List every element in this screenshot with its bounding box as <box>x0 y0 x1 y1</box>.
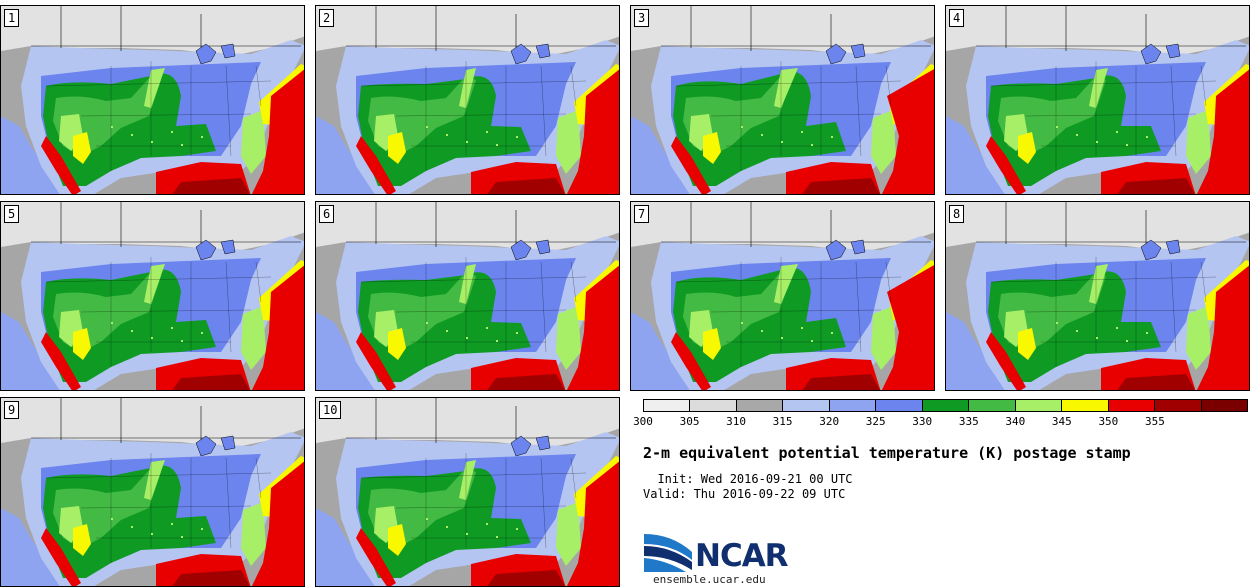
panel-number: 5 <box>4 205 20 223</box>
map-panel: 6 <box>315 201 620 391</box>
valid-time: Valid: Thu 2016-09-22 09 UTC <box>643 487 846 501</box>
panel-number: 3 <box>634 9 650 27</box>
map-panel: 5 <box>0 201 305 391</box>
panel-number: 1 <box>4 9 20 27</box>
colorbar-segment <box>969 400 1016 411</box>
map-panel: 3 <box>630 5 935 195</box>
colorbar-tick-label: 345 <box>1051 415 1072 428</box>
colorbar-tick-label: 310 <box>726 415 746 428</box>
panel-number: 8 <box>949 205 965 223</box>
colorbar-segment <box>1062 400 1109 411</box>
colorbar-tick-label: 355 <box>1144 415 1165 428</box>
colorbar-tick-label: 340 <box>1005 415 1026 428</box>
colorbar-segment <box>644 400 691 411</box>
colorbar-tick-label: 330 <box>912 415 933 428</box>
ncar-logo-icon <box>644 534 692 572</box>
colorbar-segment <box>1108 400 1156 411</box>
colorbar-segment <box>783 400 830 411</box>
map-panel: 4 <box>945 5 1250 195</box>
map-panel: 8 <box>945 201 1250 391</box>
panel-number: 4 <box>949 9 965 27</box>
ncar-logo-text: NCAR <box>695 538 789 574</box>
colorbar-segment <box>1155 400 1202 411</box>
colorbar-segment <box>829 400 877 411</box>
panel-number: 7 <box>634 205 650 223</box>
panel-number: 2 <box>319 9 335 27</box>
colorbar <box>643 399 1248 412</box>
colorbar-tick-label: 315 <box>772 415 793 428</box>
colorbar-segment <box>876 400 923 411</box>
colorbar-tick-label: 300 <box>633 415 653 428</box>
panel-number: 6 <box>319 205 335 223</box>
map-panel: 10 <box>315 397 620 587</box>
colorbar-segment <box>1201 400 1248 411</box>
colorbar-tick-label: 350 <box>1098 415 1119 428</box>
colorbar-segment <box>736 400 784 411</box>
colorbar-segment <box>922 400 970 411</box>
colorbar-tick-label: 325 <box>865 415 886 428</box>
chart-title: 2-m equivalent potential temperature (K)… <box>643 444 1131 462</box>
colorbar-segment <box>1015 400 1063 411</box>
colorbar-tick-label: 305 <box>679 415 700 428</box>
panel-number: 10 <box>319 401 342 419</box>
map-panel: 7 <box>630 201 935 391</box>
map-panel: 9 <box>0 397 305 587</box>
colorbar-tick-label: 335 <box>958 415 979 428</box>
map-panel: 2 <box>315 5 620 195</box>
panel-number: 9 <box>4 401 20 419</box>
colorbar-tick-label: 320 <box>819 415 840 428</box>
map-panel: 1 <box>0 5 305 195</box>
colorbar-segment <box>690 400 737 411</box>
site-url: ensemble.ucar.edu <box>653 573 766 586</box>
init-time: Init: Wed 2016-09-21 00 UTC <box>643 472 853 486</box>
